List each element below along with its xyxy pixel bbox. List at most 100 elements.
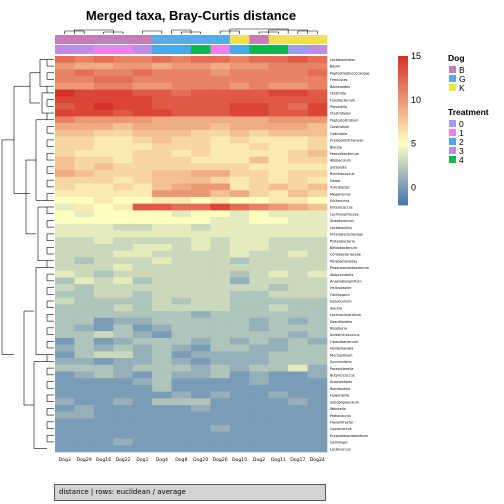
heatmap-cell [171,230,192,238]
color-scale-step [398,167,408,171]
heatmap-cell [288,445,308,453]
heatmap-cell [210,129,231,137]
heatmap-cell [132,237,153,245]
heatmap-cell [113,405,134,413]
heatmap-cell [152,230,172,238]
heatmap-cell [74,371,95,379]
heatmap-cell [132,217,153,225]
color-scale-step [398,157,408,161]
heatmap-cell [152,311,172,319]
heatmap-cell [74,384,95,392]
heatmap-cell [132,378,153,386]
color-scale-step [398,150,408,154]
heatmap-cell [268,190,289,198]
heatmap-cell [229,102,250,110]
heatmap-cell [229,163,250,171]
heatmap-cell [191,270,211,278]
heatmap-cell [132,243,153,251]
heatmap-cell [307,270,328,278]
heatmap-cell [307,230,328,238]
heatmap-cell [171,203,192,211]
treatment-legend-swatch [449,156,456,163]
heatmap-cell [307,351,328,359]
color-scale-step [398,155,408,159]
heatmap-cell [307,364,328,372]
heatmap-cell [288,136,308,144]
heatmap-cell [113,337,134,345]
heatmap-cell [191,230,211,238]
dog-annotation-cell [210,35,231,44]
row-label: Collinsella [330,132,347,136]
heatmap-cell [55,156,75,164]
heatmap-cell [191,257,211,265]
color-scale-step [398,185,408,189]
treatment-annotation-cell [74,45,95,54]
heatmap-cell [191,237,211,245]
heatmap-cell [171,324,192,332]
heatmap-cell [171,270,192,278]
heatmap-cell [55,196,75,204]
dog-annotation-cell [113,35,134,44]
color-scale-step [398,108,408,112]
heatmap-cell [210,56,231,64]
treatment-annotation-cell [132,45,153,54]
heatmap-cell [307,418,328,426]
heatmap-cell [249,358,270,366]
heatmap-cell [113,425,134,433]
heatmap-cell [249,96,270,104]
heatmap-cell [113,109,134,117]
heatmap-cell [132,344,153,352]
row-label: Lactobacillales [330,58,355,62]
heatmap-cell [307,257,328,265]
heatmap-cell [191,203,211,211]
heatmap-cell [249,445,270,453]
heatmap-cell [55,425,75,433]
heatmap-cell [191,384,211,392]
heatmap-cell [93,264,114,272]
heatmap-cell [249,243,270,251]
color-scale-step [398,147,408,151]
heatmap-cell [132,129,153,137]
heatmap-cell [210,123,231,131]
heatmap-cell [152,109,172,117]
color-scale-step [398,190,408,193]
heatmap-cell [268,391,289,399]
heatmap-cell [55,277,75,285]
heatmap-cell [113,203,134,211]
heatmap-cell [113,297,134,305]
heatmap-cell [288,324,308,332]
color-scale-step [398,98,408,102]
heatmap-cell [171,378,192,386]
heatmap-cell [268,203,289,211]
heatmap-cell [268,324,289,332]
heatmap-cell [210,217,231,225]
heatmap-cell [171,116,192,124]
heatmap-cell [113,230,134,238]
heatmap-cell [210,109,231,117]
heatmap-cell [307,425,328,433]
heatmap-cell [74,311,95,319]
dog-annotation-cell [191,35,211,44]
heatmap-cell [152,210,172,218]
heatmap-cell [93,378,114,386]
heatmap-cell [268,284,289,292]
heatmap-cell [113,418,134,426]
heatmap-cell [307,445,328,453]
heatmap-cell [288,431,308,439]
heatmap-cell [307,337,328,345]
color-scale-step [398,180,408,184]
heatmap-cell [152,391,172,399]
color-scale-tick: 5 [411,139,416,149]
heatmap-cell [249,270,270,278]
heatmap-cell [93,149,114,157]
row-label: Phascolarctobacterium [330,266,370,270]
row-label: Peptostreptococcaceae [330,71,369,75]
heatmap-cell [268,277,289,285]
heatmap-cell [268,431,289,439]
heatmap-cell [152,156,172,164]
heatmap-cell [191,183,211,191]
heatmap-cell [74,183,95,191]
row-label: Roseburia [330,327,347,331]
heatmap-cell [268,109,289,117]
heatmap-cell [210,143,231,151]
